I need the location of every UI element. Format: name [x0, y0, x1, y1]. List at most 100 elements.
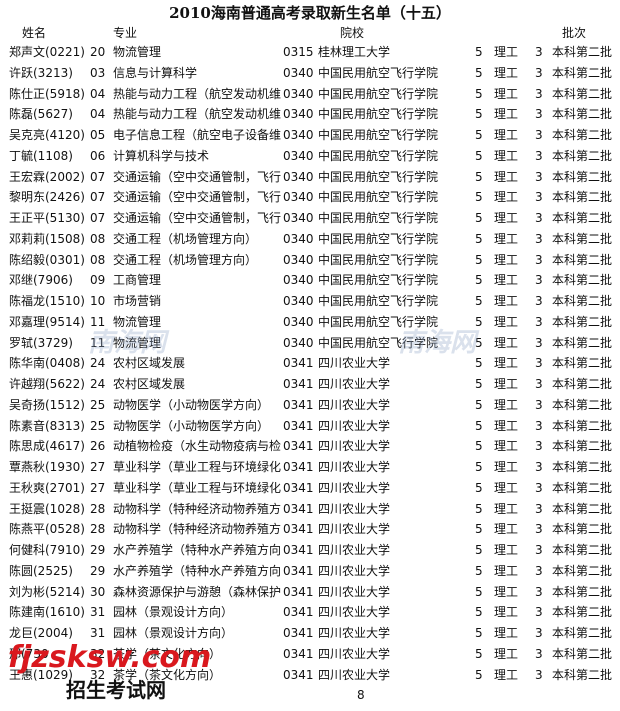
- student-name: 郑声文(0221): [9, 45, 85, 59]
- plan-count: 3: [535, 45, 543, 59]
- batch: 本科第二批: [552, 65, 613, 80]
- major-code: 29: [90, 543, 106, 557]
- student-name: 邓嘉理(9514): [9, 314, 85, 329]
- school-code: 0340: [283, 252, 314, 267]
- major-name: 物流管理: [113, 45, 162, 59]
- major-code: 29: [90, 563, 106, 578]
- school-code: 0340: [283, 335, 314, 350]
- major-code: 25: [90, 418, 106, 433]
- major-code: 26: [90, 439, 106, 454]
- subject-type: 理工: [494, 397, 519, 412]
- batch: 本科第二批: [552, 231, 613, 246]
- school-code: 0340: [283, 273, 314, 288]
- school-name: 四川农业大学: [318, 397, 391, 412]
- major-name: 工商管理: [113, 273, 162, 288]
- batch: 本科第二批: [552, 480, 613, 495]
- school-name: 中国民用航空飞行学院: [318, 128, 439, 142]
- student-name: 罗轼(3729): [9, 335, 73, 350]
- subject-type: 理工: [494, 45, 519, 59]
- years: 5: [475, 128, 483, 142]
- table-row: 覃燕秋(1930) 27 草业科学（草业工程与环境绿化 0341 四川农业大学 5 理工 3 本…: [0, 457, 620, 477]
- major-code: 08: [90, 231, 106, 246]
- table-row: 王秋爽(2701) 27 草业科学（草业工程与环境绿化 0341 四川农业大学 5 理工 3 本…: [0, 478, 620, 498]
- table-row: 王挺震(1028) 28 动物科学（特种经济动物养殖方 0341 四川农业大学 5 理工 3 本…: [0, 499, 620, 519]
- table-row: 吴奇扬(1512) 25 动物医学（小动物医学方向） 0341 四川农业大学 5 理工 3 本科…: [0, 395, 620, 415]
- plan-count: 3: [535, 543, 543, 557]
- school-code: 0341: [283, 480, 314, 495]
- subject-type: 理工: [494, 501, 519, 516]
- subject-type: 理工: [494, 231, 519, 246]
- student-name: 陈绍毅(0301): [9, 252, 85, 267]
- major-name: 电子信息工程（航空电子设备维: [113, 128, 281, 142]
- school-code: 0340: [283, 65, 314, 80]
- major-code: 31: [90, 605, 106, 620]
- student-name: 何健科(7910): [9, 543, 85, 557]
- school-name: 中国民用航空飞行学院: [318, 86, 439, 101]
- school-code: 0341: [283, 439, 314, 454]
- table-row: 郑声文(0221) 20 物流管理 0315 桂林理工大学 5 理工 3 本科第二批: [0, 42, 620, 62]
- major-name: 茶学（茶文化方向）: [113, 667, 222, 682]
- subject-type: 理工: [494, 86, 519, 101]
- major-name: 交通工程（机场管理方向）: [113, 231, 258, 246]
- batch: 本科第二批: [552, 86, 613, 101]
- plan-count: 3: [535, 667, 543, 682]
- student-name: 王惠(1029): [9, 667, 73, 682]
- major-code: 07: [90, 190, 106, 205]
- major-name: 交通运输（空中交通管制，飞行: [113, 211, 281, 225]
- major-name: 草业科学（草业工程与环境绿化: [113, 460, 281, 474]
- batch: 本科第二批: [552, 211, 613, 225]
- plan-count: 3: [535, 646, 543, 661]
- student-name: 覃燕秋(1930): [9, 460, 85, 474]
- school-code: 0341: [283, 356, 314, 371]
- years: 5: [475, 480, 483, 495]
- school-code: 0340: [283, 148, 314, 163]
- major-name: 市场营销: [113, 294, 162, 308]
- subject-type: 理工: [494, 273, 519, 288]
- subject-type: 理工: [494, 377, 519, 391]
- table-row: 邢(730 32 茶学（茶文化方向） 0341 四川农业大学 5 理工 3 本科第二批: [0, 644, 620, 664]
- table-row: 王正平(5130) 07 交通运输（空中交通管制，飞行 0340 中国民用航空飞行学院 5…: [0, 208, 620, 228]
- table-row: 陈建南(1610) 31 园林（景观设计方向） 0341 四川农业大学 5 理工 3 本科第二批: [0, 602, 620, 622]
- major-name: 动植物检疫（水生动物疫病与检: [113, 439, 281, 454]
- table-row: 吴克亮(4120) 05 电子信息工程（航空电子设备维 0340 中国民用航空飞行学院 5…: [0, 125, 620, 145]
- major-name: 计算机科学与技术: [113, 148, 210, 163]
- batch: 本科第二批: [552, 439, 613, 454]
- batch: 本科第二批: [552, 460, 613, 474]
- school-code: 0340: [283, 128, 314, 142]
- subject-type: 理工: [494, 169, 519, 184]
- table-row: 陈绍毅(0301) 08 交通工程（机场管理方向） 0340 中国民用航空飞行学院 5 理工…: [0, 250, 620, 270]
- school-code: 0341: [283, 377, 314, 391]
- subject-type: 理工: [494, 314, 519, 329]
- table-row: 王惠(1029) 32 茶学（茶文化方向） 0341 四川农业大学 5 理工 3 本科第二批: [0, 665, 620, 685]
- subject-type: 理工: [494, 252, 519, 267]
- school-code: 0340: [283, 169, 314, 184]
- batch: 本科第二批: [552, 128, 613, 142]
- years: 5: [475, 397, 483, 412]
- plan-count: 3: [535, 190, 543, 205]
- major-code: 24: [90, 356, 106, 371]
- school-name: 四川农业大学: [318, 667, 391, 682]
- school-name: 中国民用航空飞行学院: [318, 252, 439, 267]
- years: 5: [475, 667, 483, 682]
- batch: 本科第二批: [552, 273, 613, 288]
- plan-count: 3: [535, 418, 543, 433]
- table-row: 陈思成(4617) 26 动植物检疫（水生动物疫病与检 0341 四川农业大学 5 理工 3 本…: [0, 436, 620, 456]
- batch: 本科第二批: [552, 107, 613, 122]
- table-row: 陈磊(5627) 04 热能与动力工程（航空发动机维 0340 中国民用航空飞行学院 5 理…: [0, 104, 620, 124]
- table-row: 陈华南(0408) 24 农村区域发展 0341 四川农业大学 5 理工 3 本科第二批: [0, 353, 620, 373]
- school-name: 四川农业大学: [318, 439, 391, 454]
- school-name: 四川农业大学: [318, 584, 391, 599]
- table-row: 许跃(3213) 03 信息与计算科学 0340 中国民用航空飞行学院 5 理工 3 本科第二批: [0, 63, 620, 83]
- batch: 本科第二批: [552, 45, 613, 59]
- batch: 本科第二批: [552, 397, 613, 412]
- school-code: 0341: [283, 460, 314, 474]
- student-name: 丁毓(1108): [9, 148, 73, 163]
- school-code: 0340: [283, 107, 314, 122]
- school-code: 0341: [283, 646, 314, 661]
- school-code: 0341: [283, 418, 314, 433]
- major-code: 07: [90, 169, 106, 184]
- student-name: 陈华南(0408): [9, 356, 85, 371]
- major-code: 25: [90, 397, 106, 412]
- major-code: 28: [90, 501, 106, 516]
- table-row: 黎明东(2426) 07 交通运输（空中交通管制，飞行 0340 中国民用航空飞行学院 5…: [0, 187, 620, 207]
